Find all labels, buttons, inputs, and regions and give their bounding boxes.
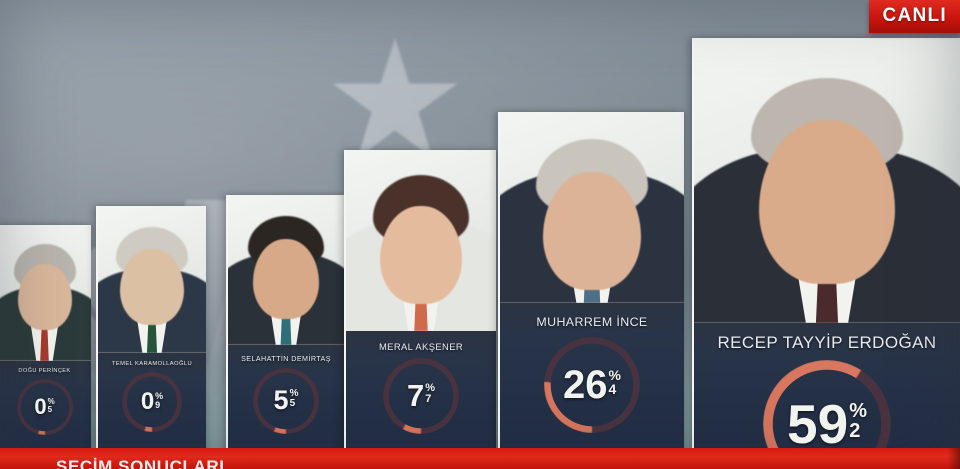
percent-sign: % [289,388,299,400]
portrait-tie [40,309,49,361]
donut-ring-track [544,336,640,433]
percentage-value: 7% 7 [406,378,436,414]
percentage-donut: 59% 2 [763,359,891,453]
percentage-decimal: 5 [47,404,53,414]
candidate-name: MERAL AKŞENER [378,340,464,352]
candidate-info-block: DOĞU PERİNÇEK 0% 5 [0,361,91,453]
ticker-edge-shadow [948,448,960,469]
percent-sign: % [608,366,621,383]
percentage-value: 5% 5 [273,385,299,416]
percentage-donut: 7% 7 [383,357,459,434]
candidate-photo [98,206,206,353]
candidate-panel[interactable]: SELAHATTİN DEMİRTAŞ 5% 5 [226,195,344,453]
percentage-donut: 5% 5 [253,368,319,435]
percentage-integer: 0 [34,393,47,419]
percentage-integer: 7 [406,378,425,414]
percentage-decimal: 4 [608,380,617,397]
portrait-face [120,248,184,325]
percentage-decimal: 7 [425,393,432,406]
portrait-face [253,238,319,319]
portrait-face [543,172,641,291]
percentage-decimal: 5 [289,398,296,410]
percentage-donut: 0% 9 [122,372,182,432]
percentage-donut: 26% 4 [544,336,640,433]
percentage-donut: 0% 5 [16,378,73,435]
ticker-text: SEÇİM SONUÇLARI [56,457,225,469]
percentage-integer: 0 [140,387,155,415]
candidate-photo [228,195,344,345]
donut-ring-track [763,359,891,453]
portrait-face [380,206,462,305]
candidate-panel[interactable]: MUHARREM İNCE 26% 4 [498,112,684,453]
candidate-info-block: MUHARREM İNCE 26% 4 [500,303,684,453]
percent-sign: % [155,390,164,401]
candidate-photo [0,225,91,361]
percent-sign: % [425,382,436,395]
candidate-panel[interactable]: MERAL AKŞENER 7% 7 [344,150,496,453]
candidate-photo [346,150,496,331]
candidate-info-block: RECEP TAYYİP ERDOĞAN 59% 2 [694,323,960,453]
candidate-info-block: MERAL AKŞENER 7% 7 [346,331,496,453]
candidate-name: DOĞU PERİNÇEK [18,368,71,375]
donut-ring-track [383,357,459,434]
percentage-decimal: 2 [849,419,861,442]
donut-ring-track [253,368,319,435]
candidate-panel[interactable]: TEMEL KARAMOLLAOĞLU 0% 9 [96,206,206,453]
percentage-value: 0% 9 [140,387,164,415]
percentage-value: 59% 2 [787,392,867,453]
star-icon-large [330,38,460,168]
candidate-name: TEMEL KARAMOLLAOĞLU [111,361,193,367]
news-ticker: SEÇİM SONUÇLARI [0,448,960,469]
percent-sign: % [47,396,55,406]
percentage-integer: 59 [787,392,849,453]
donut-ring-track [122,372,182,432]
percent-sign: % [849,399,867,422]
candidate-panel[interactable]: DOĞU PERİNÇEK 0% 5 [0,225,91,453]
candidate-panel[interactable]: RECEP TAYYİP ERDOĞAN 59% 2 [692,38,960,453]
candidate-photo [500,112,684,303]
percentage-value: 26% 4 [563,362,621,407]
live-badge: CANLI [869,0,960,33]
percentage-decimal: 9 [155,399,161,410]
candidate-name: SELAHATTİN DEMİRTAŞ [241,353,331,363]
candidate-info-block: SELAHATTİN DEMİRTAŞ 5% 5 [228,345,344,453]
candidate-photo [694,38,960,323]
candidate-name: RECEP TAYYİP ERDOĞAN [717,333,937,353]
percentage-value: 0% 5 [34,393,55,419]
donut-ring-track [16,378,73,435]
percentage-integer: 26 [563,362,608,407]
portrait-face [759,120,895,285]
percentage-integer: 5 [273,385,289,416]
candidate-name: MUHARREM İNCE [536,315,648,329]
portrait-face [17,264,72,331]
candidate-info-block: TEMEL KARAMOLLAOĞLU 0% 9 [98,353,206,453]
